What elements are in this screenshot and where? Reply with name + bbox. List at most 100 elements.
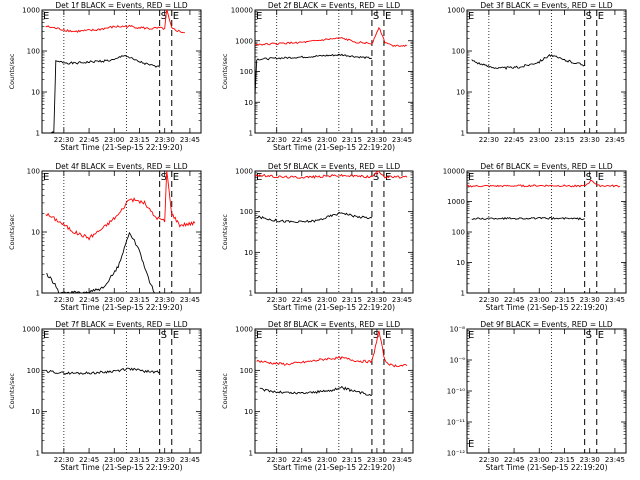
lld-rate-line: [467, 179, 621, 188]
x-tick-label: 22:45: [504, 296, 524, 304]
plot-title: Det 8f BLACK = Events, RED = LLD: [268, 320, 401, 329]
x-tick-label: 23:45: [605, 296, 625, 304]
y-tick-label: 1000: [235, 326, 253, 334]
y-tick-label: 1: [461, 290, 465, 298]
left-e-marker: E: [256, 330, 262, 341]
y-tick-label: 100: [27, 367, 40, 375]
saa-start-label: S: [373, 172, 379, 183]
x-tick-label: 23:15: [342, 296, 362, 304]
y-tick-label: 100: [452, 229, 465, 237]
x-tick-label: 23:00: [529, 296, 549, 304]
x-tick-label: 23:15: [554, 456, 574, 464]
y-tick-label: 10000: [443, 168, 465, 176]
x-tick-label: 23:30: [367, 456, 387, 464]
plot-title: Det 4f BLACK = Events, RED = LLD: [55, 162, 188, 171]
y-tick-label: 1: [36, 290, 40, 298]
lld-rate-line: [45, 10, 185, 34]
x-tick-label: 23:00: [317, 136, 337, 144]
x-tick-label: 23:00: [529, 136, 549, 144]
left-e-marker: E: [256, 11, 262, 22]
y-tick-label: 100: [240, 208, 253, 216]
y-tick-label: 10000: [231, 7, 253, 15]
y-tick-label: 100: [240, 367, 253, 375]
y-tick-label: 10: [456, 259, 465, 267]
x-tick-label: 23:15: [554, 296, 574, 304]
x-tick-label: 23:15: [342, 456, 362, 464]
x-axis-label: Start Time (21-Sep-15 22:19:20): [61, 303, 183, 312]
x-tick-label: 23:15: [554, 136, 574, 144]
y-tick-label: 10: [31, 408, 40, 416]
y-axis-label: Counts/sec: [8, 214, 16, 250]
plot-title: Det 1f BLACK = Events, RED = LLD: [55, 1, 188, 10]
panel-det-6: Det 6f BLACK = Events, RED = LLD 1 10 100 10…: [443, 162, 627, 312]
left-e-marker: E: [43, 11, 49, 22]
x-axis-label: Start Time (21-Sep-15 22:19:20): [486, 303, 608, 312]
left-e-marker: E: [43, 172, 49, 183]
plot-title: Det 6f BLACK = Events, RED = LLD: [480, 162, 613, 171]
events-rate-line: [48, 55, 161, 133]
x-tick-label: 23:30: [367, 296, 387, 304]
y-tick-label: 100: [240, 68, 253, 76]
x-tick-label: 23:30: [155, 296, 175, 304]
left-e-marker-bottom: E: [468, 439, 474, 450]
events-rate-line: [256, 211, 373, 224]
x-tick-label: 22:45: [79, 296, 99, 304]
x-tick-label: 23:45: [605, 456, 625, 464]
y-tick-label: 1: [36, 450, 40, 458]
saa-start-label: S: [586, 11, 592, 22]
y-tick-label: 1: [249, 290, 253, 298]
lld-rate-line: [255, 171, 408, 179]
plot-frame: [466, 328, 627, 454]
x-tick-label: 23:15: [129, 456, 149, 464]
x-tick-label: 22:30: [479, 136, 499, 144]
y-tick-label: 10⁻¹⁰: [447, 388, 465, 396]
y-tick-label: 1000: [22, 326, 40, 334]
x-tick-label: 22:30: [54, 296, 74, 304]
saa-end-label: E: [385, 11, 391, 22]
y-tick-label: 100: [27, 48, 40, 56]
x-tick-label: 23:45: [392, 136, 412, 144]
x-tick-label: 23:30: [580, 136, 600, 144]
panel-det-7: Det 7f BLACK = Events, RED = LLD 1 10 100 10…: [8, 320, 202, 472]
saa-start-label: S: [586, 330, 592, 341]
y-tick-label: 1: [461, 130, 465, 138]
saa-start-label: S: [161, 330, 167, 341]
x-tick-label: 23:30: [155, 456, 175, 464]
events-rate-line: [471, 53, 585, 70]
y-tick-label: 1: [36, 130, 40, 138]
events-rate-line: [46, 367, 160, 376]
x-tick-label: 23:00: [104, 136, 124, 144]
lld-rate-line: [256, 330, 408, 368]
plot-title: Det 9f BLACK = Events, RED = LLD: [480, 320, 613, 329]
saa-start-label: S: [586, 172, 592, 183]
x-tick-label: 22:30: [267, 136, 287, 144]
saa-end-label: E: [173, 330, 179, 341]
panel-det-1: Det 1f BLACK = Events, RED = LLD 1 10 100 10…: [8, 1, 202, 152]
plot-frame: [254, 328, 414, 454]
x-tick-label: 23:30: [155, 136, 175, 144]
x-tick-label: 23:00: [104, 456, 124, 464]
y-tick-label: 10: [31, 229, 40, 237]
y-axis-label: Counts/sec: [221, 214, 229, 250]
x-tick-label: 23:00: [317, 296, 337, 304]
panel-det-8: Det 8f BLACK = Events, RED = LLD 1 10 100 10…: [221, 320, 414, 472]
y-tick-label: 10⁻¹²: [447, 450, 465, 458]
saa-start-label: S: [373, 11, 379, 22]
left-e-marker: E: [468, 172, 474, 183]
saa-start-label: S: [161, 11, 167, 22]
y-tick-label: 10⁻¹¹: [447, 419, 465, 427]
x-tick-label: 22:30: [267, 456, 287, 464]
plot-title: Det 5f BLACK = Events, RED = LLD: [268, 162, 401, 171]
left-e-marker: E: [43, 330, 49, 341]
y-axis-label: Counts/sec: [221, 373, 229, 409]
saa-end-label: E: [173, 11, 179, 22]
x-tick-label: 22:30: [267, 296, 287, 304]
x-tick-label: 22:45: [79, 136, 99, 144]
y-tick-label: 10⁻⁸: [450, 326, 466, 334]
y-tick-label: 1000: [447, 198, 465, 206]
y-tick-label: 100: [452, 48, 465, 56]
x-axis-label: Start Time (21-Sep-15 22:19:20): [486, 463, 608, 472]
panel-det-5: Det 5f BLACK = Events, RED = LLD 1 10 100 10…: [221, 162, 414, 312]
x-tick-label: 22:30: [54, 456, 74, 464]
y-tick-label: 1000: [235, 37, 253, 45]
